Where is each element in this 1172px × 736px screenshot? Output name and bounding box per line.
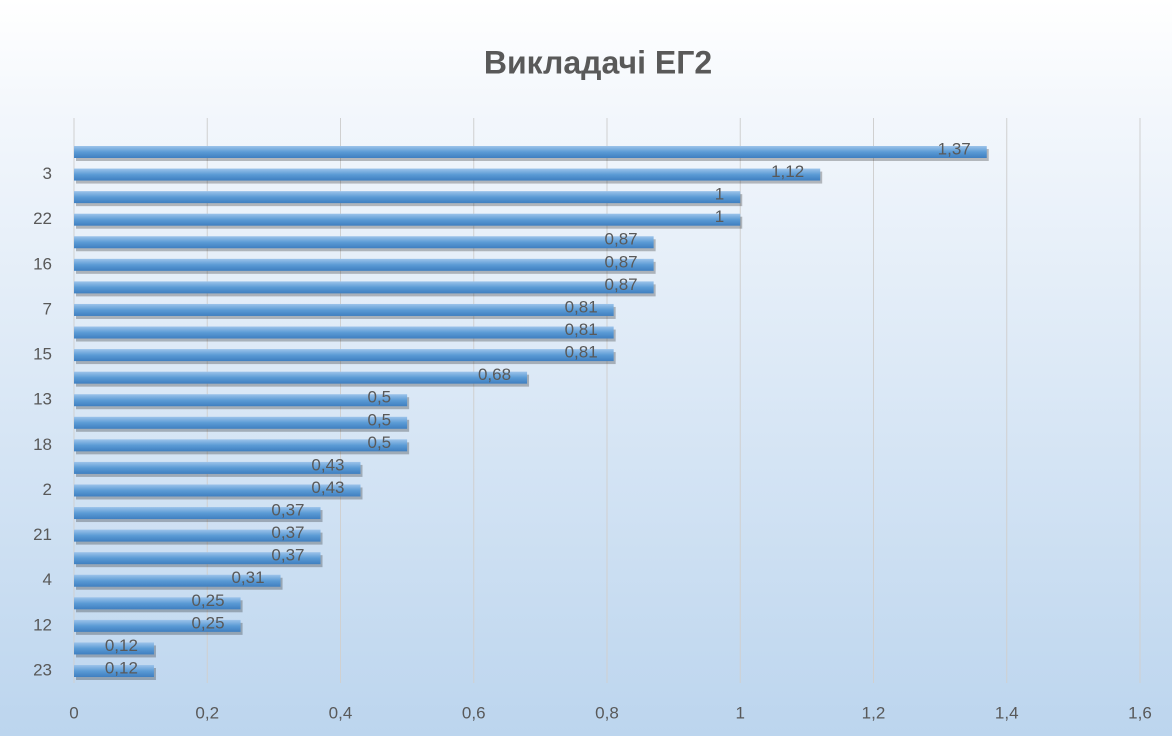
data-label: 0,12 (105, 658, 138, 677)
y-tick-label: 16 (33, 254, 52, 273)
x-tick-label: 1,2 (862, 703, 886, 722)
y-tick-label: 13 (33, 390, 52, 409)
y-tick-label: 23 (33, 660, 52, 679)
bar (74, 213, 741, 226)
y-tick-label: 7 (43, 299, 52, 318)
data-label: 0,37 (271, 523, 304, 542)
x-tick-label: 1,4 (995, 703, 1019, 722)
x-tick-label: 0,4 (329, 703, 353, 722)
chart-title: Викладачі ЕГ2 (484, 44, 712, 80)
bar (74, 507, 321, 520)
data-label: 0,25 (191, 591, 224, 610)
data-label: 0,5 (367, 410, 391, 429)
bar (74, 461, 361, 474)
x-tick-label: 1 (736, 703, 745, 722)
data-label: 0,31 (231, 568, 264, 587)
data-label: 0,81 (565, 320, 598, 339)
bar (74, 281, 654, 294)
data-label: 0,12 (105, 636, 138, 655)
bar (74, 303, 614, 316)
bar (74, 371, 528, 384)
data-label: 0,37 (271, 546, 304, 565)
bar (74, 349, 614, 362)
bar (74, 574, 281, 587)
data-label: 0,43 (311, 455, 344, 474)
data-label: 0,87 (605, 275, 638, 294)
data-label: 0,5 (367, 388, 391, 407)
data-label: 0,81 (565, 297, 598, 316)
x-tick-label: 0,6 (462, 703, 486, 722)
y-tick-label: 3 (43, 164, 52, 183)
data-label: 0,25 (191, 613, 224, 632)
bar (74, 168, 821, 181)
x-tick-label: 0 (69, 703, 78, 722)
y-tick-label: 22 (33, 209, 52, 228)
x-tick-label: 1,6 (1128, 703, 1152, 722)
data-label: 0,37 (271, 501, 304, 520)
bar (74, 529, 321, 542)
y-tick-label: 21 (33, 525, 52, 544)
data-label: 1,37 (938, 139, 971, 158)
bar (74, 236, 654, 249)
data-label: 0,43 (311, 478, 344, 497)
data-label: 1 (715, 207, 724, 226)
bar (74, 665, 154, 677)
bar (74, 191, 741, 204)
y-tick-label: 2 (43, 480, 52, 499)
y-tick-label: 4 (43, 570, 52, 589)
data-label: 1 (715, 185, 724, 204)
data-label: 0,81 (565, 343, 598, 362)
bar (74, 394, 408, 407)
bar (74, 484, 361, 497)
y-tick-label: 18 (33, 435, 52, 454)
data-label: 1,12 (771, 162, 804, 181)
x-tick-label: 0,8 (595, 703, 619, 722)
bar (74, 552, 321, 565)
x-tick-label: 0,2 (195, 703, 219, 722)
bar (74, 642, 154, 655)
bar (74, 416, 408, 429)
data-label: 0,87 (605, 230, 638, 249)
y-tick-label: 12 (33, 615, 52, 634)
bar (74, 146, 987, 158)
bar (74, 439, 408, 452)
data-label: 0,5 (367, 433, 391, 452)
y-tick-label: 15 (33, 345, 52, 364)
data-label: 0,68 (478, 365, 511, 384)
bar (74, 619, 241, 632)
data-label: 0,87 (605, 252, 638, 271)
bar (74, 326, 614, 339)
bar (74, 597, 241, 610)
bar (74, 258, 654, 271)
